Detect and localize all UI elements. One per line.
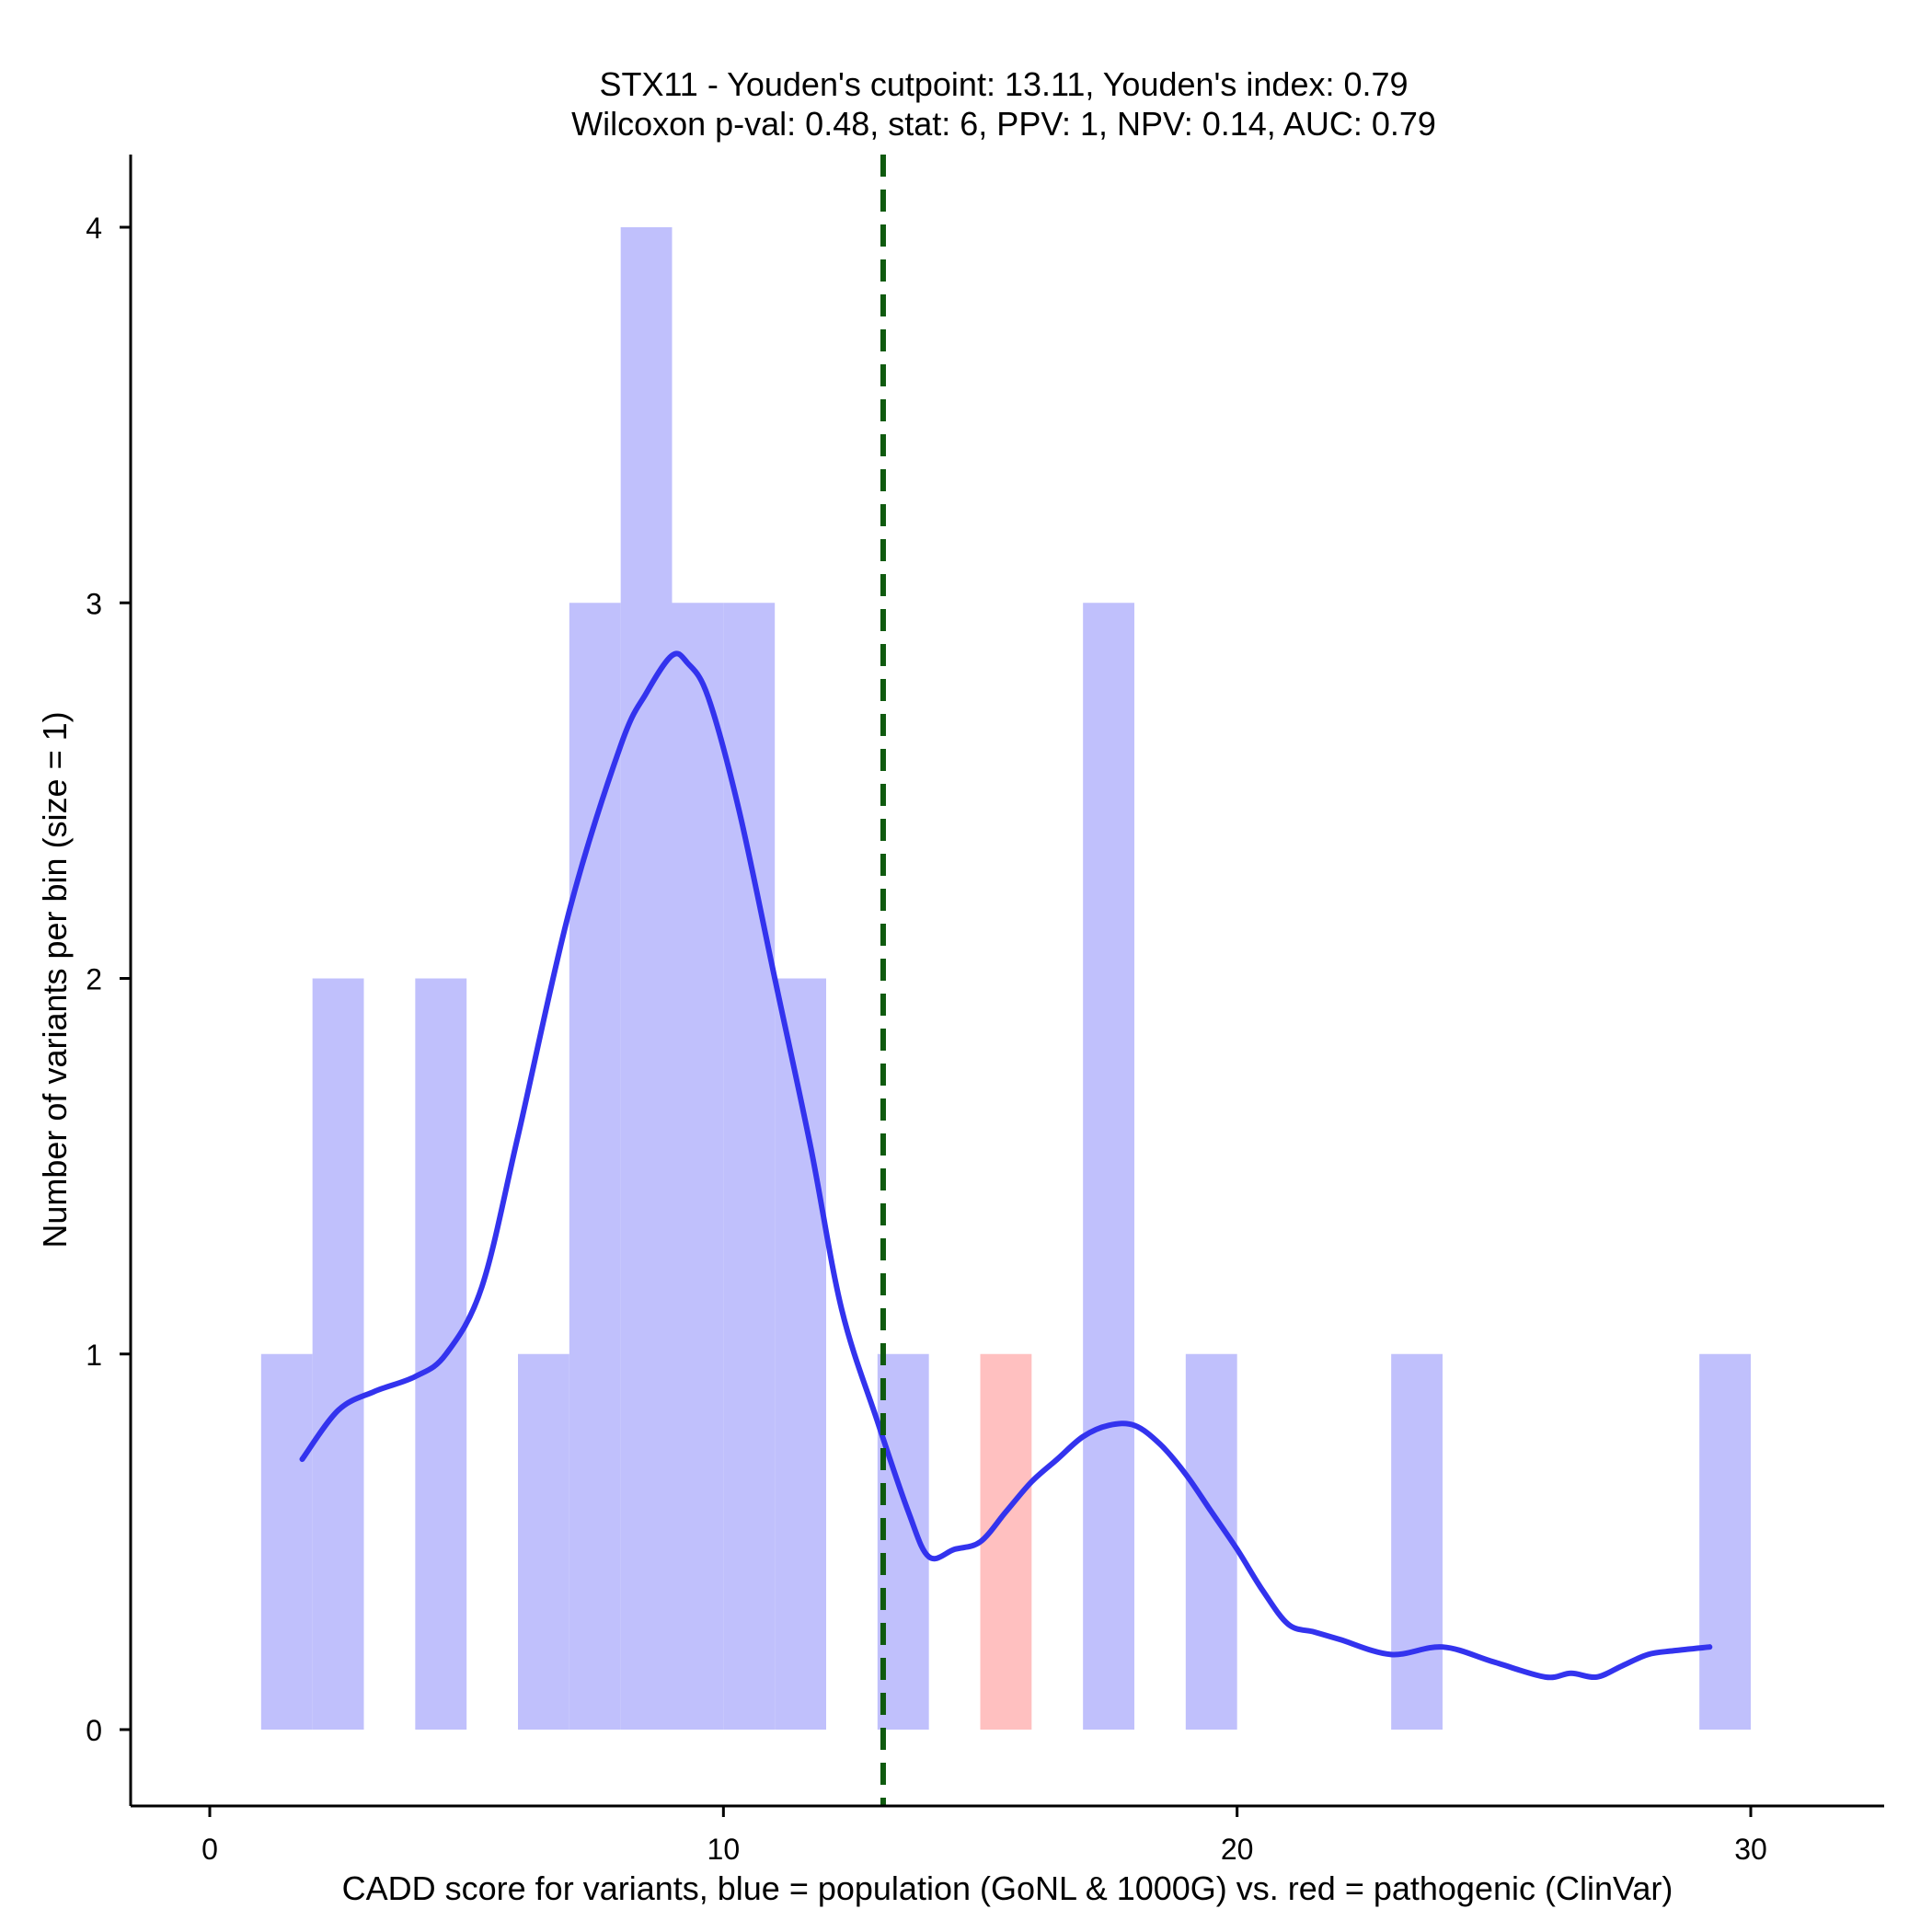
y-axis-title: Number of variants per bin (size = 1) bbox=[36, 711, 74, 1248]
population-bar-1 bbox=[312, 978, 364, 1730]
population-bar-11 bbox=[1185, 1353, 1237, 1730]
population-bar-4 bbox=[569, 603, 621, 1730]
chart-title: STX11 - Youden's cutpoint: 13.11, Youden… bbox=[571, 65, 1436, 143]
x-tick-label-0: 0 bbox=[201, 1833, 218, 1866]
population-bar-5 bbox=[620, 227, 673, 1730]
histogram-bars bbox=[260, 227, 1751, 1730]
population-bar-12 bbox=[1391, 1353, 1443, 1730]
title-line-2: Wilcoxon p-val: 0.48, stat: 6, PPV: 1, N… bbox=[571, 105, 1436, 143]
pathogenic-bar-0 bbox=[980, 1353, 1032, 1730]
axes: 0 10 20 30 0 1 2 3 4 bbox=[86, 155, 1884, 1866]
x-tick-label-30: 30 bbox=[1734, 1833, 1767, 1866]
x-axis-title: CADD score for variants, blue = populati… bbox=[342, 1869, 1673, 1907]
density-curve bbox=[299, 650, 1713, 1681]
x-tick-label-20: 20 bbox=[1221, 1833, 1254, 1866]
population-bar-0 bbox=[260, 1353, 313, 1730]
population-bar-13 bbox=[1699, 1353, 1751, 1730]
y-axis-ticks: 0 1 2 3 4 bbox=[86, 212, 131, 1747]
population-bar-6 bbox=[672, 603, 724, 1730]
y-tick-label-2: 2 bbox=[86, 963, 102, 996]
population-bar-10 bbox=[1083, 603, 1134, 1730]
population-bar-3 bbox=[518, 1353, 569, 1730]
plot-area bbox=[260, 155, 1751, 1806]
y-tick-label-1: 1 bbox=[86, 1339, 102, 1372]
y-tick-label-0: 0 bbox=[86, 1714, 102, 1747]
x-tick-label-10: 10 bbox=[707, 1833, 741, 1866]
y-tick-label-3: 3 bbox=[86, 587, 102, 620]
population-bar-2 bbox=[415, 978, 467, 1730]
y-tick-label-4: 4 bbox=[86, 212, 102, 245]
title-line-1: STX11 - Youden's cutpoint: 13.11, Youden… bbox=[599, 65, 1408, 103]
x-axis-ticks: 0 10 20 30 bbox=[201, 1806, 1767, 1866]
